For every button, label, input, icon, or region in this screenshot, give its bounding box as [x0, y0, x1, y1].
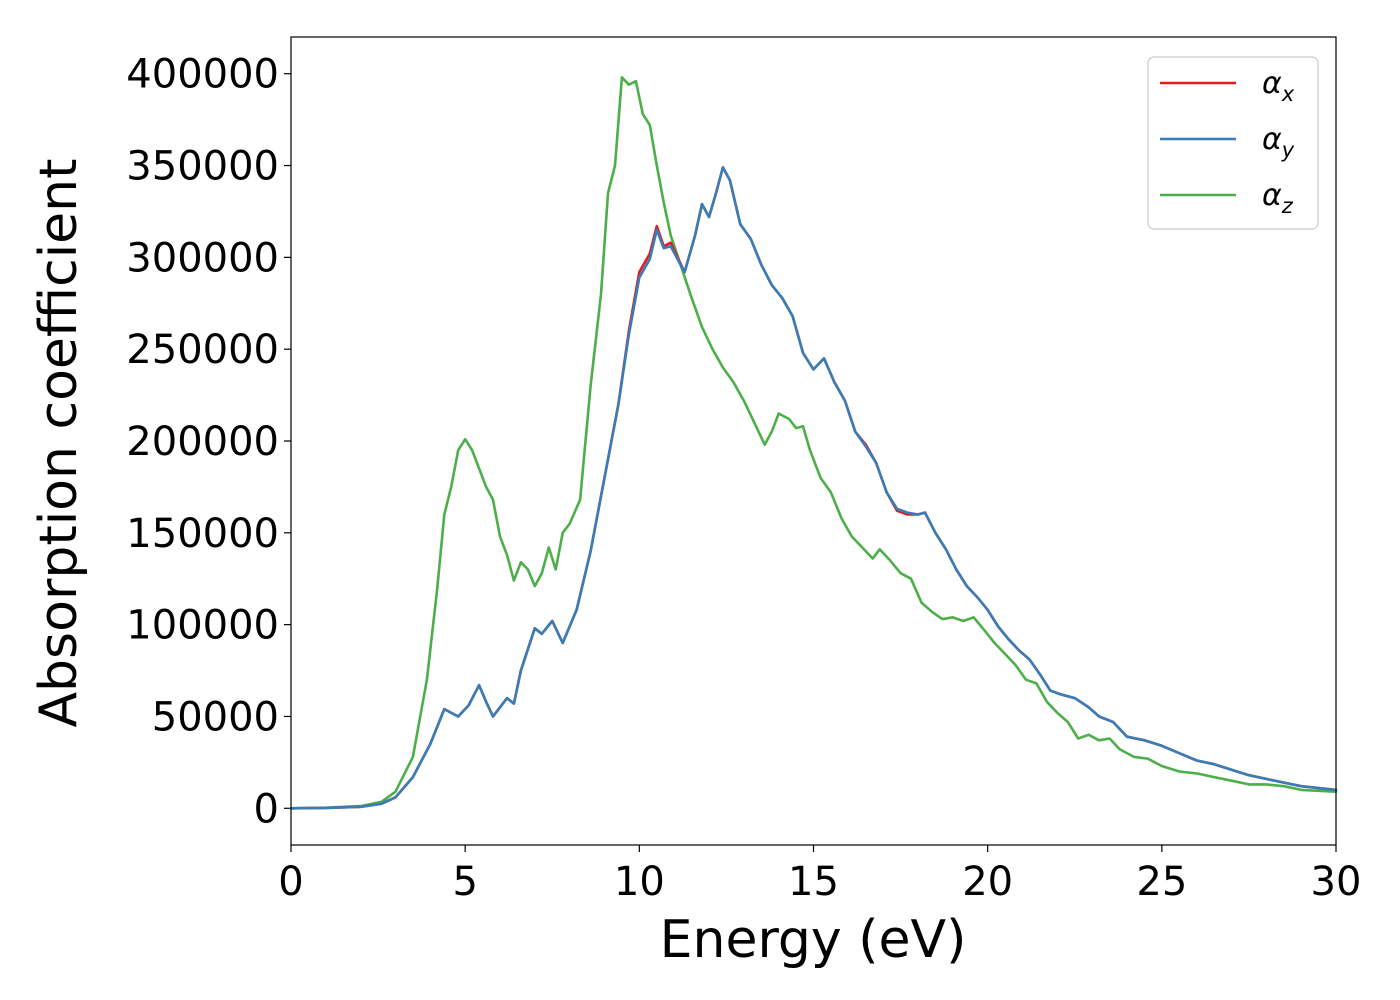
x-tick-label: 5	[452, 859, 477, 905]
y-tick-label: 300000	[126, 235, 279, 281]
series-lines	[289, 76, 1338, 810]
x-tick-label: 10	[614, 859, 665, 905]
x-tick-label: 15	[788, 859, 839, 905]
x-axis-ticks: 0 5 10 15 20 25 30	[278, 845, 1361, 905]
y-tick-label: 350000	[126, 144, 279, 190]
series-line-y	[289, 166, 1338, 810]
y-tick-label: 0	[254, 786, 279, 832]
series-line-z	[289, 76, 1338, 810]
y-axis-title: Absorption coefficient	[29, 158, 89, 727]
legend-label-x: αx	[1262, 66, 1295, 106]
legend-label-sub: y	[1281, 138, 1295, 162]
plot-frame	[290, 36, 1337, 846]
x-tick-label: 25	[1136, 859, 1187, 905]
x-tick-label: 30	[1311, 859, 1362, 905]
x-tick-label: 0	[278, 859, 303, 905]
legend-label-main: α	[1262, 122, 1282, 157]
y-tick-label: 200000	[126, 419, 279, 465]
legend-box	[1147, 56, 1319, 230]
y-tick-label: 100000	[126, 603, 279, 649]
y-tick-label: 250000	[126, 327, 279, 373]
y-tick-label: 50000	[152, 694, 279, 740]
y-axis-ticks: 0 50000 100000 150000 200000 250000 300000 3500…	[126, 52, 291, 832]
legend-label-main: α	[1262, 178, 1282, 213]
x-axis-title: Energy (eV)	[660, 910, 967, 970]
y-tick-label: 150000	[126, 511, 279, 557]
legend-label-z: αz	[1262, 178, 1294, 218]
legend-label-main: α	[1262, 66, 1282, 101]
legend-label-y: αy	[1262, 122, 1295, 162]
legend-label-sub: z	[1281, 194, 1294, 218]
y-tick-label: 400000	[126, 52, 279, 98]
legend-label-sub: x	[1281, 82, 1295, 106]
x-tick-label: 20	[962, 859, 1013, 905]
